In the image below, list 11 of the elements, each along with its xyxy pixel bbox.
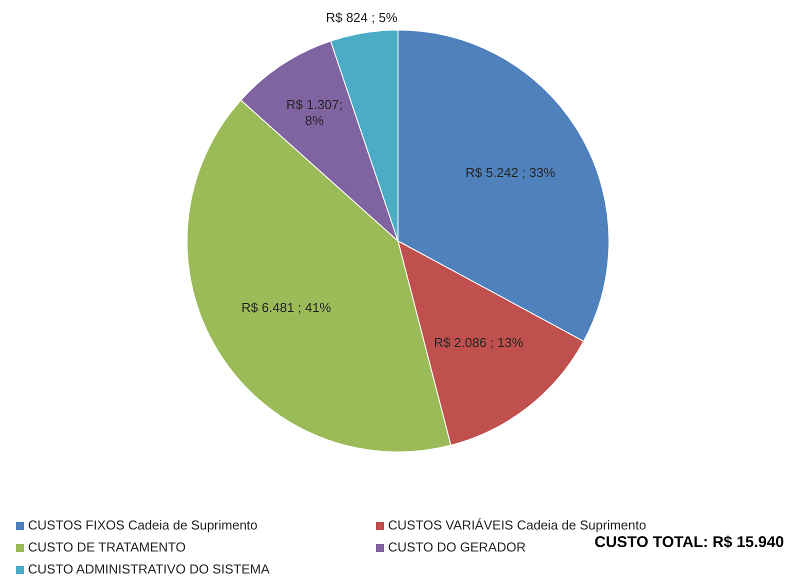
data-label: R$ 5.242 ; 33%	[466, 165, 556, 180]
legend-label: CUSTO ADMINISTRATIVO DO SISTEMA	[28, 561, 270, 576]
data-label: R$ 1.307; 8%	[286, 98, 343, 129]
data-label: R$ 6.481 ; 41%	[241, 300, 332, 316]
legend-label: CUSTOS VARIÁVEIS Cadeia de Suprimento	[388, 517, 646, 532]
text: CUSTO TOTAL: R$ 15.940	[594, 534, 784, 551]
legend-label: CUSTO DE TRATAMENTO	[28, 539, 186, 554]
legend-label: CUSTOS FIXOS Cadeia de Suprimento	[28, 517, 258, 532]
data-label: R$ 2.086 ; 13%	[434, 335, 524, 350]
legend-label: CUSTO DO GERADOR	[388, 539, 526, 554]
data-label: R$ 824 ; 5%	[326, 10, 398, 26]
